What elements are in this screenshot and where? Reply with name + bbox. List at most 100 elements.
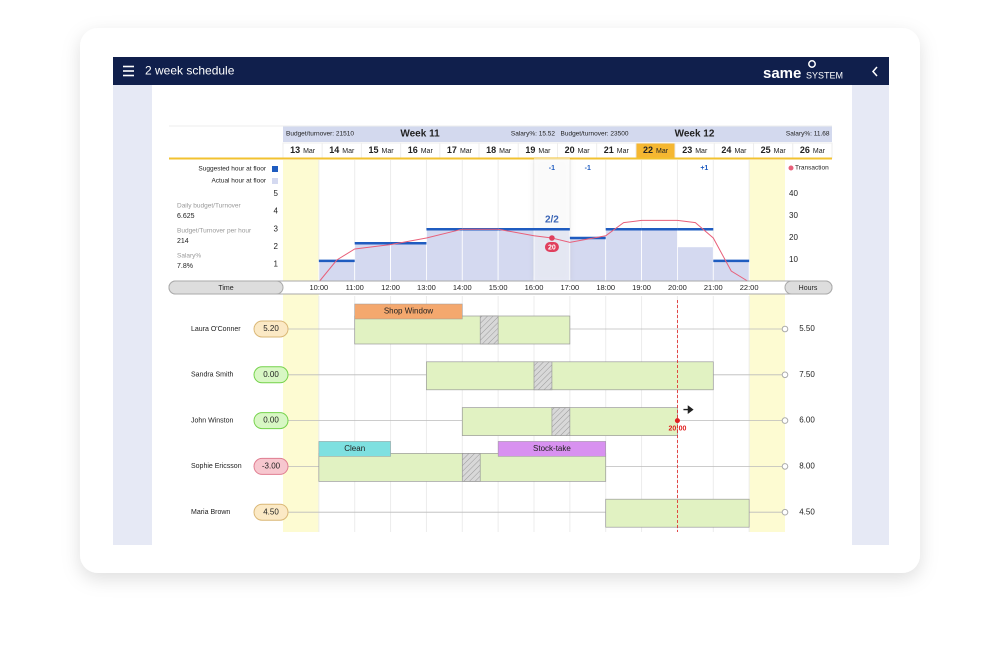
transaction-badge-label: 20 <box>548 244 556 251</box>
stat-value: 214 <box>177 238 189 245</box>
extend-arrow[interactable] <box>683 405 694 414</box>
balance: 4.50 <box>263 507 279 516</box>
task-label: Stock-take <box>533 444 571 453</box>
day-month: Mar <box>734 148 747 155</box>
employee-name: Laura O'Conner <box>191 326 241 333</box>
menu-icon[interactable] <box>123 65 134 77</box>
day-label: 25 Mar <box>761 145 787 155</box>
staff-diff: +1 <box>700 165 708 172</box>
y-tick-label: 1 <box>274 260 279 269</box>
y2-tick-label: 10 <box>789 255 798 264</box>
row-end <box>781 325 789 333</box>
day-label: 17 Mar <box>447 145 473 155</box>
transaction-badge <box>544 242 559 252</box>
break <box>533 361 553 391</box>
balance-pill <box>253 503 289 521</box>
legend-label: Suggested hour at floor <box>198 166 266 173</box>
transaction-point <box>549 235 555 241</box>
day-month: Mar <box>813 148 826 155</box>
day-month: Mar <box>342 148 355 155</box>
day-number: 22 <box>643 145 653 155</box>
day-month: Mar <box>578 148 591 155</box>
day-month: Mar <box>303 148 316 155</box>
balance: -3.00 <box>262 462 281 471</box>
y-tick-label: 5 <box>274 189 279 198</box>
x-tick-label: 14:00 <box>453 283 472 292</box>
shift[interactable] <box>354 315 571 345</box>
day-month: Mar <box>774 148 787 155</box>
x-tick-label: 16:00 <box>525 283 544 292</box>
top-bar <box>113 57 889 85</box>
day-month: Mar <box>538 148 551 155</box>
x-tick-label: 11:00 <box>346 283 364 292</box>
week-salary: Salary%: 11.68 <box>786 131 830 138</box>
hours-cell <box>784 280 833 295</box>
day-number: 16 <box>408 145 418 155</box>
week-budget: Budget/turnover: 23500 <box>561 131 629 138</box>
stat-label: Budget/Turnover per hour <box>177 228 252 235</box>
row-end <box>781 463 789 470</box>
x-tick-label: 17:00 <box>560 283 579 292</box>
task[interactable] <box>318 441 391 457</box>
day-label: 22 Mar <box>643 145 669 155</box>
day-month: Mar <box>421 148 434 155</box>
day-label: 19 Mar <box>525 145 551 155</box>
task[interactable] <box>497 441 606 457</box>
x-tick-label: 15:00 <box>489 283 508 292</box>
balance-pill <box>253 320 289 338</box>
y-tick-label: 2 <box>274 242 279 251</box>
collapse-button[interactable] <box>871 66 878 77</box>
y2-tick-label: 40 <box>789 189 798 198</box>
break <box>461 453 481 482</box>
task-label: Shop Window <box>384 307 434 316</box>
day-label: 18 Mar <box>486 145 512 155</box>
y-tick-label: 4 <box>274 207 279 216</box>
actual-bar <box>426 228 463 283</box>
actual-bar <box>390 242 427 283</box>
legend-swatch <box>788 165 794 171</box>
x-tick-label: 12:00 <box>381 283 400 292</box>
x-tick-label: 13:00 <box>417 283 436 292</box>
week-title: Week 11 <box>400 129 440 140</box>
hours-total: 4.50 <box>799 507 815 516</box>
legend-label: Transaction <box>795 165 829 172</box>
day-label: 13 Mar <box>290 145 316 155</box>
transaction-line <box>318 219 750 283</box>
day-number: 19 <box>525 145 535 155</box>
row-end <box>781 371 789 379</box>
break <box>479 315 499 345</box>
day-label: 20 Mar <box>565 145 591 155</box>
balance-pill <box>253 412 289 430</box>
actual-bar <box>318 260 356 283</box>
day-month: Mar <box>499 148 512 155</box>
x-tick-label: 19:00 <box>632 283 651 292</box>
stat-value: 7.8% <box>177 263 193 270</box>
day-number: 15 <box>368 145 378 155</box>
task[interactable] <box>354 303 463 320</box>
balance: 0.00 <box>263 416 279 425</box>
actual-bar <box>569 237 607 283</box>
closed-hours <box>749 160 785 532</box>
now-label: 20:00 <box>668 425 686 432</box>
employee-name: Sophie Ericsson <box>191 463 242 470</box>
actual-bar <box>354 242 391 283</box>
day-number: 20 <box>565 145 575 155</box>
row-end <box>781 417 789 424</box>
legend-swatch <box>272 178 278 184</box>
staff-diff: -1 <box>585 165 591 172</box>
y2-tick-label: 20 <box>789 233 798 242</box>
week-budget: Budget/turnover: 21510 <box>286 131 354 138</box>
logo-suffix: SYSTEM <box>806 70 843 80</box>
x-tick-label: 20:00 <box>668 283 687 292</box>
stat-label: Salary% <box>177 253 201 260</box>
day-label: 15 Mar <box>368 145 394 155</box>
y-tick-label: 3 <box>274 224 279 233</box>
hours-total: 7.50 <box>799 370 815 379</box>
shift[interactable] <box>426 361 714 391</box>
day-number: 23 <box>682 145 692 155</box>
balance-pill <box>253 457 289 475</box>
legend-swatch <box>272 166 278 172</box>
staffing-label: 2/2 <box>545 215 559 226</box>
day-number: 14 <box>329 145 339 155</box>
